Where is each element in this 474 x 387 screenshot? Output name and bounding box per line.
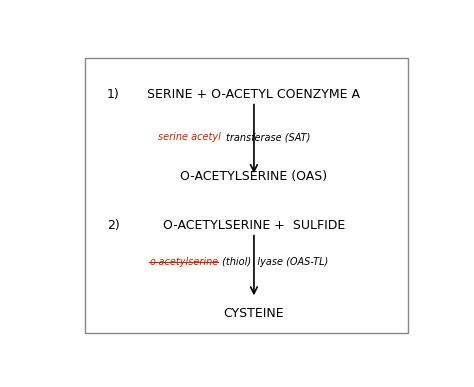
- Text: (thiol)  lyase (OAS-TL): (thiol) lyase (OAS-TL): [219, 257, 328, 267]
- Text: CYSTEINE: CYSTEINE: [224, 307, 284, 320]
- FancyBboxPatch shape: [85, 58, 408, 332]
- Text: O-ACETYLSERINE +  SULFIDE: O-ACETYLSERINE + SULFIDE: [163, 219, 345, 232]
- Text: serine acetyl: serine acetyl: [158, 132, 221, 142]
- Text: o-acetylserine: o-acetylserine: [149, 257, 219, 267]
- Text: O-ACETYLSERINE (OAS): O-ACETYLSERINE (OAS): [181, 170, 328, 183]
- Text: transferase (SAT): transferase (SAT): [227, 132, 311, 142]
- Text: 1): 1): [107, 87, 120, 101]
- Text: SERINE + O-ACETYL COENZYME A: SERINE + O-ACETYL COENZYME A: [147, 87, 360, 101]
- Text: 2): 2): [107, 219, 120, 232]
